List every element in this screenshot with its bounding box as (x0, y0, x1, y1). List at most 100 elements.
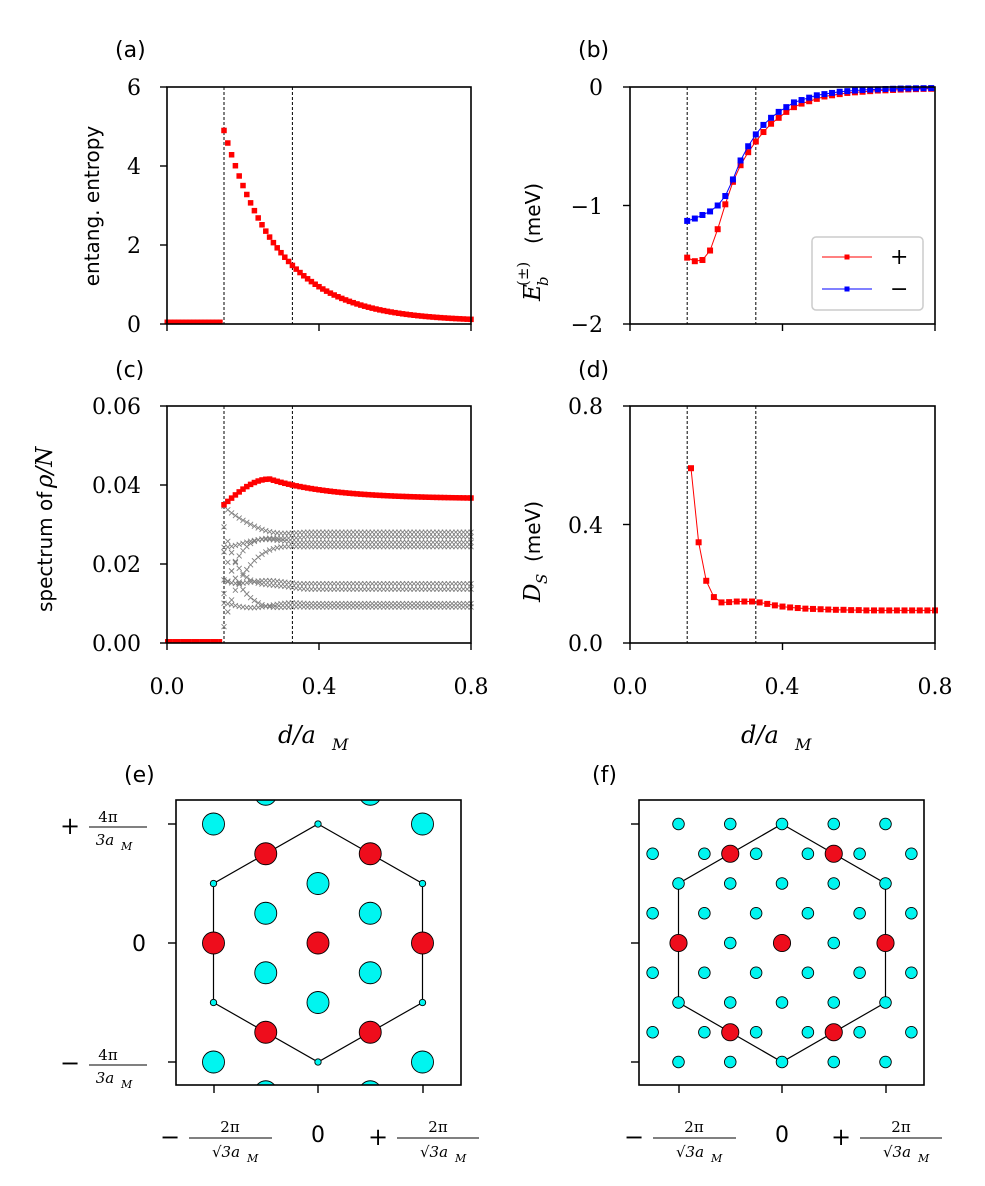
c-top-marker-1 (225, 498, 231, 505)
a-zero-marker-13 (213, 319, 219, 325)
d-marker-0 (688, 465, 694, 472)
panel-d-ylabel-sub: S (533, 574, 551, 584)
c-top-marker-22 (304, 485, 311, 491)
a-entropy-marker-32 (342, 297, 349, 303)
b-series-1-marker-10 (760, 121, 767, 128)
b-series-0-marker-17 (813, 95, 820, 102)
panel-label-f: (f) (592, 763, 617, 788)
b-series-0-marker-16 (806, 98, 813, 105)
f-cyan-point-14 (801, 1025, 815, 1039)
a-entropy-marker-5 (240, 182, 246, 189)
d-marker-5 (726, 599, 733, 606)
a-entropy-marker-12 (266, 234, 273, 240)
e-vertices-point-5 (418, 998, 427, 1007)
c-top-marker-49 (407, 493, 413, 500)
a-entropy-marker-41 (377, 307, 383, 313)
c-top-marker-53 (422, 494, 429, 500)
a-entropy-marker-19 (293, 266, 299, 272)
b-series-1-marker-25 (874, 86, 881, 93)
f-cyan-point-54 (753, 800, 759, 801)
a-entropy-marker-17 (285, 258, 292, 265)
c-grey-marker-8 (224, 609, 231, 615)
f-red-point-0 (772, 933, 792, 953)
c-top-marker-48 (403, 493, 410, 500)
panel-e-xtick-plus-den-sub: M (454, 1152, 467, 1165)
c-zero-marker-9 (199, 639, 204, 644)
f-cyan-point-45 (853, 847, 866, 861)
c-top-marker-35 (354, 491, 360, 497)
panel-b-ticks (623, 86, 936, 331)
a-zero-marker-11 (206, 319, 212, 325)
a-entropy-marker-2 (228, 152, 235, 158)
a-zero-marker-1 (168, 319, 174, 325)
c-grey-marker-25 (232, 542, 239, 549)
panel-a-ylabel: entang. entropy (80, 126, 104, 287)
c-grey-marker-51 (243, 519, 250, 526)
f-cyan-point-29 (827, 936, 841, 950)
c-grey-marker-84 (259, 601, 265, 608)
c-top-marker-9 (255, 478, 261, 484)
a-entropy-marker-44 (388, 309, 394, 315)
c-grey-marker-14 (224, 538, 231, 545)
panel-b-ytick-m2: −2 (571, 313, 603, 338)
c-top-marker-60 (449, 494, 455, 501)
b-series-1-marker-19 (829, 89, 836, 96)
c-top-marker-4 (236, 489, 242, 495)
c-zero-marker-13 (214, 639, 219, 644)
a-entropy-marker-29 (331, 292, 337, 298)
panel-d-ticks (623, 405, 936, 650)
e-vertices-point-3 (418, 879, 427, 888)
c-top-marker-64 (464, 495, 470, 501)
panel-c-ticks (160, 405, 472, 650)
b-series-1-marker-17 (813, 92, 820, 99)
c-grey-marker-19 (228, 510, 235, 516)
c-top-marker-18 (289, 482, 296, 488)
e-vertices-point-0 (314, 820, 322, 828)
c-top-marker-55 (430, 494, 436, 501)
d-marker-14 (794, 605, 801, 612)
a-entropy-marker-21 (301, 273, 307, 279)
panel-e-xtick-plus-sign: + (368, 1123, 388, 1151)
d-marker-24 (871, 607, 877, 614)
a-zero-marker-9 (198, 319, 204, 325)
panel-c-xlabel-d: d/a (278, 721, 316, 749)
c-zero-marker-12 (210, 639, 215, 644)
panel-label-a: (a) (115, 38, 146, 63)
panel-a-marks (164, 87, 474, 325)
c-grey-marker-34 (236, 553, 243, 559)
f-cyan-point-13 (749, 1025, 763, 1039)
a-entropy-marker-3 (232, 162, 239, 169)
f-cyan-point-53 (701, 800, 707, 801)
e-cyan-point-12 (256, 1080, 275, 1085)
c-top-marker-8 (251, 479, 258, 486)
b-series-0-marker-0 (684, 254, 691, 261)
b-series-1-marker-9 (752, 131, 759, 138)
panel-f-xtick-plus-den: √3a (883, 1143, 911, 1161)
b-series-0-marker-13 (783, 108, 790, 115)
f-cyan-point-1 (699, 1086, 711, 1098)
panel-f-xtick-plus: + 2π √3a M (831, 1118, 942, 1165)
c-top-marker-16 (282, 480, 288, 487)
panel-c-xlabel-sub: M (331, 735, 349, 754)
c-grey-marker-49 (243, 539, 250, 546)
f-cyan-point-2 (750, 1086, 762, 1098)
f-red-point-5 (721, 1023, 740, 1042)
c-grey-marker-20 (228, 568, 235, 574)
panel-b-ylabel: E b (±) (meV) (514, 183, 552, 302)
c-top-marker-46 (396, 493, 402, 500)
a-zero-marker-4 (179, 319, 185, 325)
panel-label-c: (c) (115, 358, 144, 383)
panel-e-ytick-minus-sign: − (60, 1049, 80, 1077)
panel-c-marks (165, 406, 474, 644)
d-marker-6 (733, 598, 740, 605)
d-marker-9 (756, 599, 763, 606)
d-marker-26 (886, 607, 893, 614)
panel-e-ytick-zero: 0 (132, 932, 146, 957)
d-marker-31 (924, 607, 931, 614)
c-top-marker-25 (316, 487, 322, 493)
f-cyan-point-30 (646, 907, 659, 920)
panel-c-ytick-006: 0.06 (92, 395, 141, 420)
a-entropy-marker-20 (297, 269, 303, 276)
b-series-1-marker-23 (859, 86, 866, 93)
c-top-marker-51 (415, 494, 421, 500)
